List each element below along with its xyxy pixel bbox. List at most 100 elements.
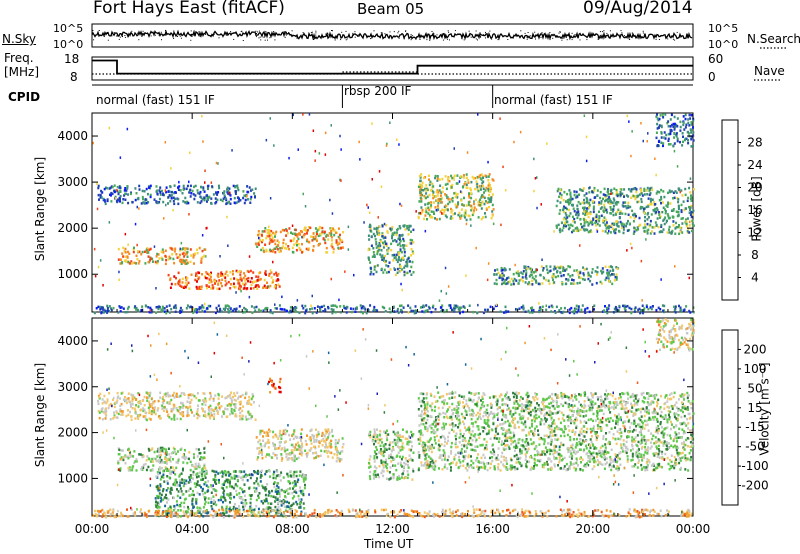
power-cell — [224, 304, 227, 307]
power-cell — [605, 276, 608, 280]
power-cell — [274, 307, 277, 310]
power-cell — [291, 232, 294, 235]
power-cell — [118, 185, 121, 188]
power-cell — [590, 230, 593, 234]
power-cell — [286, 232, 289, 235]
velocity-cell — [196, 506, 199, 509]
velocity-cell — [162, 473, 165, 476]
power-cell — [294, 308, 297, 311]
power-cell — [567, 265, 570, 268]
power-cell — [677, 207, 680, 211]
velocity-cell — [191, 502, 194, 505]
power-cell — [443, 205, 446, 209]
velocity-cell — [137, 417, 140, 421]
power-cell — [288, 247, 291, 251]
noise-search-dot — [537, 35, 539, 37]
velocity-cell — [246, 400, 249, 403]
power-cell — [123, 249, 126, 253]
velocity-cell — [154, 503, 157, 506]
power-cell — [464, 216, 466, 219]
power-cell — [670, 232, 673, 235]
power-cell — [462, 310, 465, 314]
power-speckle — [642, 139, 644, 143]
power-cell — [106, 198, 109, 201]
power-cell — [604, 218, 607, 222]
power-cell — [169, 185, 172, 189]
power-cell — [561, 283, 564, 286]
velocity-cell — [292, 437, 295, 441]
power-cell — [649, 197, 652, 201]
power-cell — [264, 270, 267, 273]
noise-search-dot — [474, 34, 476, 36]
power-speckle — [347, 225, 350, 229]
power-cell — [382, 256, 385, 260]
velocity-cell — [291, 503, 294, 507]
velocity-cell — [210, 500, 213, 504]
power-cell — [605, 199, 608, 202]
velocity-cell — [272, 473, 275, 476]
power-cell — [691, 219, 694, 223]
power-cell — [425, 192, 428, 195]
power-speckle — [96, 182, 98, 186]
velocity-cell — [234, 399, 237, 402]
velocity-cell — [217, 392, 220, 396]
velocity-cell — [223, 471, 226, 474]
power-cell — [278, 250, 281, 254]
power-cell — [672, 122, 675, 126]
power-cell — [614, 231, 617, 235]
velocity-cell — [339, 450, 342, 454]
power-cell — [399, 239, 402, 243]
velocity-cell — [322, 437, 325, 441]
noise-search-dot — [442, 39, 444, 41]
power-cell — [586, 210, 588, 213]
power-cell — [690, 194, 692, 197]
velocity-cell — [208, 398, 211, 401]
noise-search-dot — [483, 34, 485, 36]
velocity-cell — [157, 459, 160, 462]
noise-search-dot — [257, 31, 259, 33]
power-cell — [144, 262, 147, 265]
power-cell — [432, 185, 435, 188]
power-cell — [407, 304, 410, 307]
power-cell — [234, 308, 237, 312]
power-cell — [666, 219, 668, 223]
power-cell — [468, 196, 471, 199]
power-cell — [253, 280, 255, 284]
velocity-cell — [173, 481, 176, 484]
velocity-cell — [113, 415, 116, 419]
noise-search-dot — [599, 34, 601, 36]
velocity-cell — [181, 478, 184, 481]
power-cell — [567, 227, 570, 231]
power-cell — [140, 253, 143, 256]
noise-search-dot — [398, 30, 400, 32]
power-cell — [385, 244, 388, 247]
power-cell — [606, 211, 609, 214]
power-cell — [603, 219, 606, 223]
power-cell — [157, 253, 160, 256]
noise-search-dot — [226, 34, 228, 36]
power-cell — [124, 198, 127, 201]
power-colorbar-label: 20 — [747, 181, 762, 195]
power-cell — [180, 310, 183, 314]
power-cell — [456, 196, 459, 199]
velocity-cell — [302, 502, 305, 505]
power-cell — [391, 236, 393, 240]
power-cell — [465, 218, 468, 222]
velocity-cell — [197, 404, 199, 407]
power-cell — [112, 306, 115, 310]
velocity-cell — [144, 415, 147, 418]
power-cell — [690, 121, 693, 124]
velocity-cell — [208, 414, 211, 417]
velocity-cell — [313, 440, 316, 444]
power-cell — [562, 269, 565, 272]
power-cell — [330, 242, 333, 246]
power-cell — [635, 215, 637, 218]
power-cell — [243, 194, 246, 197]
power-cell — [589, 212, 592, 216]
velocity-cell — [264, 488, 267, 491]
velocity-cell — [287, 505, 290, 508]
velocity-cell — [248, 395, 251, 399]
power-speckle — [153, 245, 156, 248]
power-cell — [684, 193, 687, 197]
velocity-cell — [284, 495, 287, 498]
